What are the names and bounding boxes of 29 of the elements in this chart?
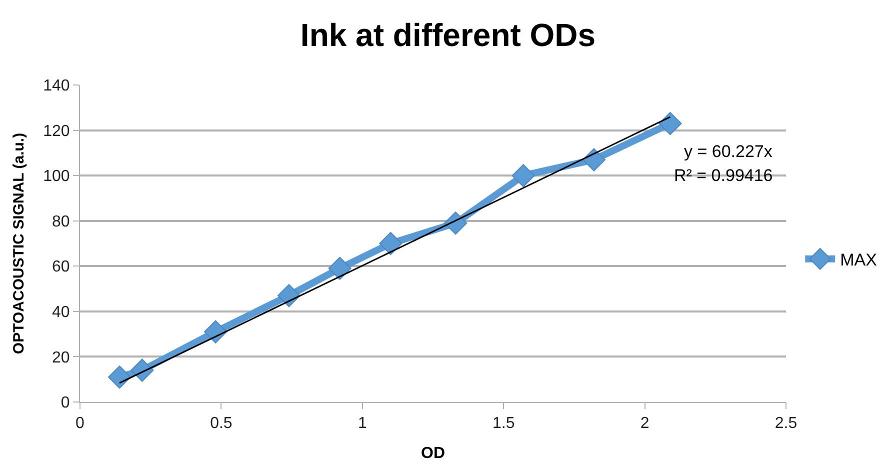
x-tick-label: 1.5 xyxy=(492,415,515,432)
annotation: R² = 0.99416 xyxy=(674,166,773,185)
y-tick-label: 80 xyxy=(52,213,70,230)
point xyxy=(444,212,468,235)
y-tick-label: 120 xyxy=(43,122,70,140)
point xyxy=(512,164,535,188)
y-tick-label: 100 xyxy=(43,168,70,186)
y-tick-label: 60 xyxy=(52,258,70,276)
x-tick-label: 2.5 xyxy=(774,415,798,432)
y-axis-title: OPTOACOUSTIC SIGNAL (a.u.) xyxy=(10,132,28,354)
point xyxy=(328,256,352,280)
x-axis-title: OD xyxy=(421,444,445,462)
point xyxy=(108,366,132,389)
chart-title: Ink at different ODs xyxy=(300,16,596,53)
x-tick-label: 2 xyxy=(640,415,650,432)
point xyxy=(130,358,154,382)
y-tick-label: 140 xyxy=(43,78,70,95)
x-tick-label: 0 xyxy=(76,415,85,432)
y-tick-label: 20 xyxy=(52,349,70,366)
legend-label: MAX xyxy=(840,250,877,270)
y-tick-label: 40 xyxy=(52,304,70,322)
point xyxy=(658,112,682,136)
point xyxy=(582,148,606,172)
x-tick-label: 0.5 xyxy=(210,415,232,432)
point xyxy=(379,232,402,256)
y-tick-label: 0 xyxy=(60,394,70,412)
point xyxy=(277,284,301,308)
annotation: y = 60.227x xyxy=(684,142,773,161)
x-tick-label: 1 xyxy=(358,415,367,432)
